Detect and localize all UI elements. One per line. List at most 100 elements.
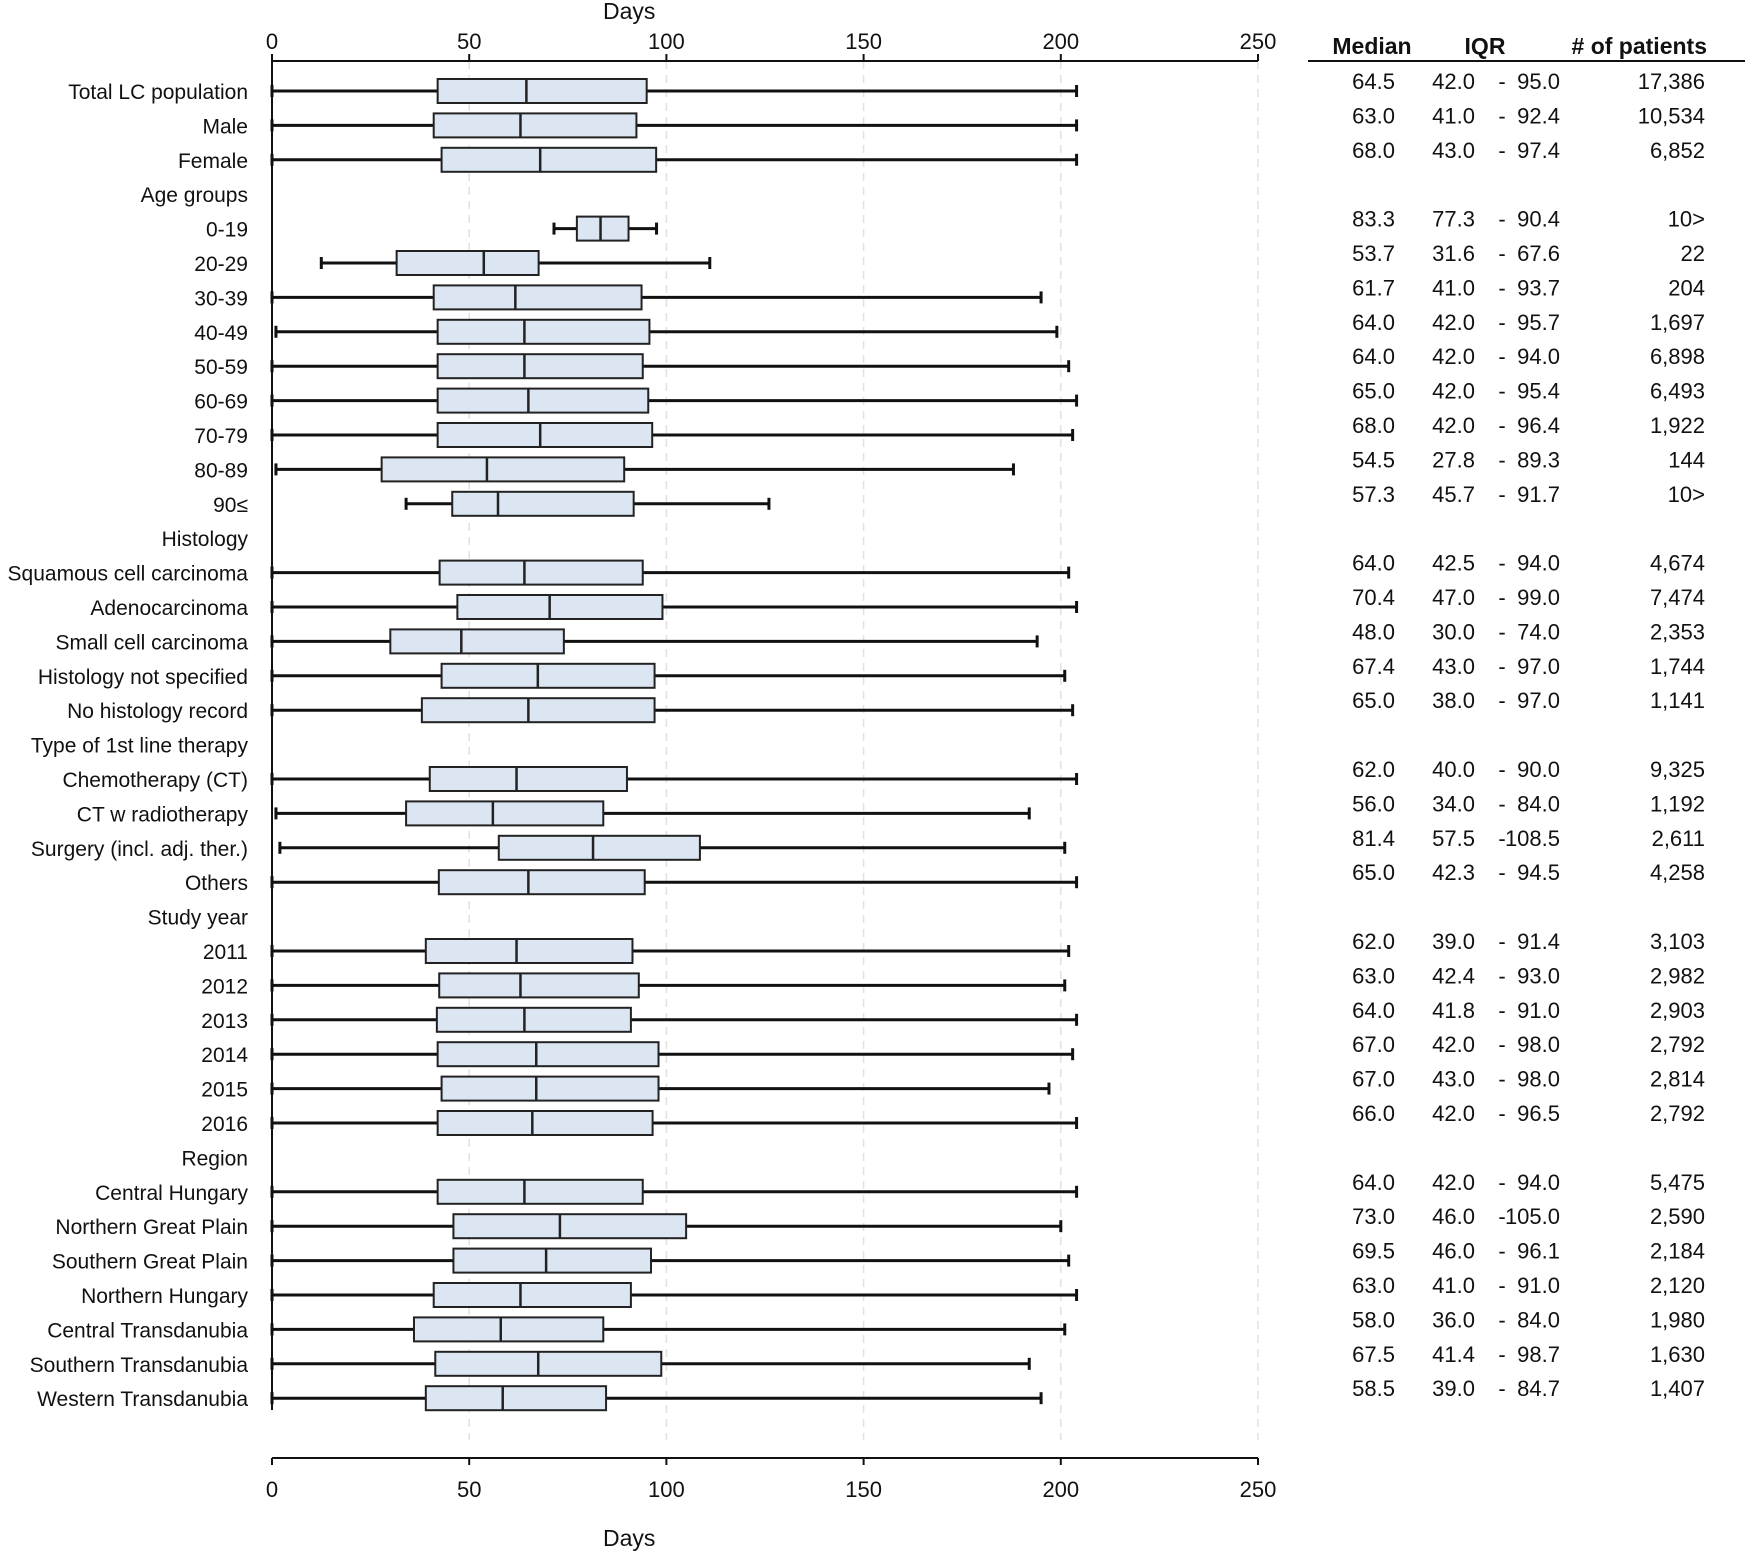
cell-iqr-dash: - — [1498, 1273, 1505, 1298]
top-x-tick-label: 50 — [457, 29, 481, 54]
cell-iqr-high: 94.0 — [1517, 551, 1560, 576]
cell-patients: 3,103 — [1650, 929, 1705, 954]
iqr-box — [438, 559, 644, 586]
cell-iqr-high: 93.0 — [1517, 963, 1560, 988]
cell-patients: 7,474 — [1650, 585, 1705, 610]
cell-iqr-low: 41.0 — [1432, 275, 1475, 300]
group-header-label: Region — [181, 1147, 248, 1170]
top-x-tick-label: 100 — [648, 29, 685, 54]
row-label: Total LC population — [68, 81, 248, 104]
group-header-label: Study year — [148, 907, 248, 930]
row-label: CT w radiotherapy — [77, 803, 249, 826]
cell-iqr-low: 42.0 — [1432, 69, 1475, 94]
cell-iqr-dash: - — [1498, 103, 1505, 128]
row-label: Southern Great Plain — [52, 1251, 248, 1274]
cell-median: 48.0 — [1352, 619, 1395, 644]
row-label: 80-89 — [194, 459, 248, 482]
cell-patients: 1,141 — [1650, 688, 1705, 713]
cell-iqr-high: 94.0 — [1517, 1170, 1560, 1195]
row-label: 90≤ — [213, 494, 248, 517]
rows-layer: Total LC population Male Female Age groups 0… — [8, 78, 1079, 1412]
row-label: 60-69 — [194, 391, 248, 414]
cell-iqr-low: 40.0 — [1432, 757, 1475, 782]
cell-iqr-low: 43.0 — [1432, 138, 1475, 163]
cell-iqr-low: 42.0 — [1432, 344, 1475, 369]
iqr-box — [436, 1041, 660, 1068]
cell-iqr-high: 108.5 — [1505, 826, 1560, 851]
cell-iqr-high: 97.0 — [1517, 654, 1560, 679]
cell-patients: 4,674 — [1650, 551, 1705, 576]
cell-iqr-dash: - — [1498, 1067, 1505, 1092]
row-label: 2015 — [201, 1079, 248, 1102]
cell-median: 81.4 — [1352, 826, 1395, 851]
cell-median: 62.0 — [1352, 757, 1395, 782]
cell-iqr-high: 97.0 — [1517, 688, 1560, 713]
bottom-x-tick-label: 150 — [845, 1477, 882, 1502]
table-header-iqr: IQR — [1465, 33, 1506, 59]
cell-iqr-high: 98.7 — [1517, 1342, 1560, 1367]
cell-iqr-dash: - — [1498, 963, 1505, 988]
cell-iqr-dash: - — [1498, 619, 1505, 644]
cell-patients: 1,407 — [1650, 1376, 1705, 1401]
cell-median: 58.0 — [1352, 1307, 1395, 1332]
row-label: Others — [185, 872, 248, 895]
bottom-x-tick-label: 250 — [1240, 1477, 1277, 1502]
cell-iqr-high: 98.0 — [1517, 1067, 1560, 1092]
cell-patients: 1,630 — [1650, 1342, 1705, 1367]
cell-median: 64.0 — [1352, 551, 1395, 576]
cell-patients: 2,184 — [1650, 1239, 1705, 1264]
top-x-tick-label: 250 — [1240, 29, 1277, 54]
cell-iqr-dash: - — [1498, 344, 1505, 369]
cell-iqr-high: 84.7 — [1517, 1376, 1560, 1401]
iqr-box — [440, 146, 658, 173]
row-label: Chemotherapy (CT) — [62, 769, 248, 792]
group-header-label: Type of 1st line therapy — [31, 735, 249, 758]
cell-iqr-low: 31.6 — [1432, 241, 1475, 266]
cell-iqr-dash: - — [1498, 688, 1505, 713]
cell-patients: 144 — [1668, 447, 1705, 472]
cell-median: 65.0 — [1352, 860, 1395, 885]
row-label: Southern Transdanubia — [30, 1354, 249, 1377]
cell-patients: 10> — [1668, 482, 1705, 507]
top-x-tick-label: 200 — [1042, 29, 1079, 54]
cell-iqr-low: 41.0 — [1432, 103, 1475, 128]
row-label: Female — [178, 150, 248, 173]
row-label: 50-59 — [194, 356, 248, 379]
cell-iqr-high: 90.0 — [1517, 757, 1560, 782]
cell-iqr-low: 42.5 — [1432, 551, 1475, 576]
cell-iqr-dash: - — [1498, 138, 1505, 163]
cell-iqr-low: 43.0 — [1432, 654, 1475, 679]
cell-iqr-high: 96.5 — [1517, 1101, 1560, 1126]
cell-iqr-dash: - — [1498, 929, 1505, 954]
iqr-box — [432, 112, 638, 139]
row-label: Northern Hungary — [81, 1285, 248, 1308]
cell-iqr-low: 42.0 — [1432, 1101, 1475, 1126]
cell-median: 67.5 — [1352, 1342, 1395, 1367]
cell-iqr-high: 98.0 — [1517, 1032, 1560, 1057]
row-label: Central Hungary — [95, 1182, 248, 1205]
cell-patients: 4,258 — [1650, 860, 1705, 885]
cell-iqr-high: 99.0 — [1517, 585, 1560, 610]
cell-patients: 2,590 — [1650, 1204, 1705, 1229]
cell-iqr-high: 74.0 — [1517, 619, 1560, 644]
iqr-box — [380, 456, 626, 483]
row-label: Surgery (incl. adj. ther.) — [31, 838, 248, 861]
row-label: 2011 — [203, 941, 248, 964]
cell-iqr-dash: - — [1498, 413, 1505, 438]
iqr-box — [436, 1178, 644, 1205]
top-x-axis-title: Days — [603, 0, 655, 24]
cell-patients: 2,814 — [1650, 1067, 1705, 1092]
cell-iqr-dash: - — [1498, 1342, 1505, 1367]
cell-patients: 10> — [1668, 207, 1705, 232]
row-label: 2016 — [201, 1113, 248, 1136]
iqr-box — [451, 490, 635, 517]
cell-iqr-low: 47.0 — [1432, 585, 1475, 610]
cell-iqr-low: 27.8 — [1432, 447, 1475, 472]
cell-iqr-dash: - — [1498, 1032, 1505, 1057]
cell-median: 64.0 — [1352, 998, 1395, 1023]
cell-iqr-dash: - — [1498, 1204, 1505, 1229]
cell-iqr-dash: - — [1498, 757, 1505, 782]
top-x-tick-label: 150 — [845, 29, 882, 54]
cell-iqr-low: 39.0 — [1432, 1376, 1475, 1401]
cell-median: 63.0 — [1352, 963, 1395, 988]
